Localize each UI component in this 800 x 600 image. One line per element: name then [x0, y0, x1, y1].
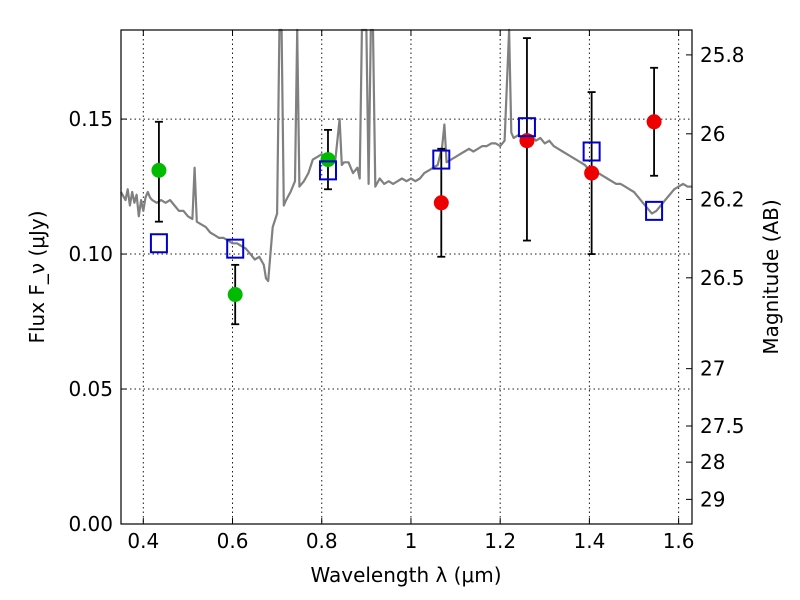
x-tick-label: 0.6 — [217, 529, 249, 553]
magnitude-tick-label: 28 — [700, 450, 725, 474]
green-data-point — [151, 162, 167, 178]
magnitude-axis-label: Magnitude (AB) — [759, 199, 783, 354]
green-data-point — [227, 287, 243, 303]
model-photometry-square — [432, 149, 451, 170]
red-data-point — [646, 114, 662, 130]
model-photometry-square — [318, 160, 337, 181]
magnitude-tick-label: 27 — [700, 357, 725, 381]
model-photometry-squares — [149, 117, 664, 259]
y-tick-label: 0.00 — [68, 512, 113, 536]
green-data-point — [320, 152, 336, 168]
magnitude-tick-label: 26 — [700, 122, 725, 146]
photometry-points — [151, 114, 662, 303]
model-photometry-square — [517, 117, 536, 138]
x-axis-label: Wavelength λ (μm) — [310, 563, 501, 587]
model-photometry-square — [582, 141, 601, 162]
model-spectrum-line — [120, 28, 692, 283]
x-tick-label: 0.8 — [306, 529, 338, 553]
y-axis-label: Flux F_ν (μJy) — [25, 210, 49, 343]
magnitude-tick-label: 27.5 — [700, 414, 745, 438]
grid-lines — [121, 30, 692, 525]
plot-frame — [120, 29, 693, 525]
x-tick-label: 1.2 — [484, 529, 516, 553]
x-axis-ticks: 0.4 0.6 0.8 1 1.2 1.4 1.6 — [127, 30, 695, 553]
x-tick-label: 1.4 — [573, 529, 605, 553]
magnitude-tick-label: 29 — [700, 487, 725, 511]
model-spectrum — [120, 28, 692, 283]
model-photometry-square — [645, 200, 664, 221]
y-tick-label: 0.15 — [68, 107, 113, 131]
magnitude-tick-label: 26.2 — [700, 187, 745, 211]
y-tick-label: 0.05 — [68, 377, 113, 401]
red-data-point — [584, 165, 600, 181]
y-axis-ticks: 0.00 0.05 0.10 0.15 — [68, 107, 127, 536]
model-photometry-square — [149, 233, 168, 254]
red-data-point — [433, 195, 449, 211]
x-tick-label: 1.6 — [663, 529, 695, 553]
magnitude-tick-label: 26.5 — [700, 266, 745, 290]
y-tick-label: 0.10 — [68, 242, 113, 266]
x-tick-label: 1 — [405, 529, 418, 553]
magnitude-axis-ticks: 25.8 26 26.2 26.5 27 27.5 28 29 — [686, 43, 745, 511]
x-tick-label: 0.4 — [127, 529, 159, 553]
model-photometry-square — [226, 238, 245, 259]
magnitude-tick-label: 25.8 — [700, 43, 745, 67]
